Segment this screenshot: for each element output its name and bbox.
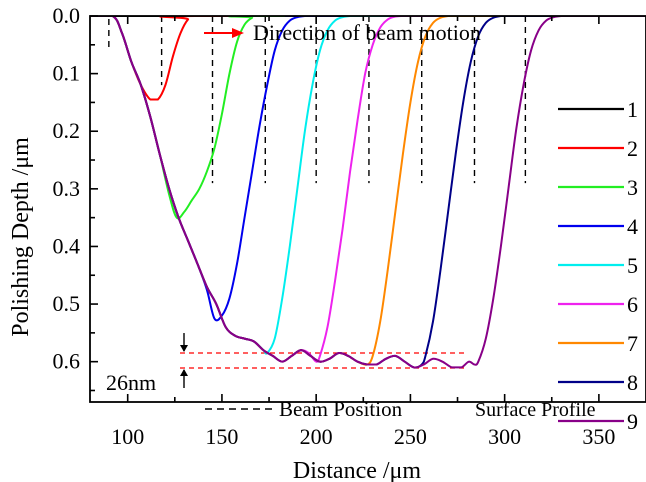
- y-tick-label: 0.1: [53, 61, 81, 86]
- series-line-9: [90, 16, 646, 369]
- x-ticks: 100 150 200 250 300 350: [111, 16, 615, 449]
- legend: 1 2 3 4 5 6 7 8 9: [558, 97, 638, 434]
- legend-label-5: 5: [627, 253, 638, 278]
- x-tick-label: 100: [111, 424, 144, 449]
- legend-label-3: 3: [627, 175, 638, 200]
- depth-difference-arrows: [180, 333, 188, 389]
- y-axis-label: Polishing Depth /μm: [8, 137, 34, 337]
- x-tick-label: 200: [300, 424, 333, 449]
- legend-label-9: 9: [627, 409, 638, 434]
- x-tick-label: 350: [582, 424, 615, 449]
- y-tick-label: 0.3: [53, 176, 81, 201]
- series-line-6: [90, 16, 646, 363]
- legend-label-6: 6: [627, 292, 638, 317]
- beam-position-label: Beam Position: [279, 397, 403, 421]
- depth-arrow-upper-head: [180, 345, 188, 353]
- series-line-7: [90, 16, 646, 366]
- legend-label-2: 2: [627, 136, 638, 161]
- y-tick-label: 0.4: [53, 233, 81, 258]
- legend-label-7: 7: [627, 331, 638, 356]
- beam-position-lines: [108, 16, 527, 184]
- y-tick-label: 0.6: [53, 349, 81, 374]
- x-tick-label: 250: [394, 424, 427, 449]
- depth-difference-label: 26nm: [106, 370, 156, 395]
- x-tick-label: 300: [488, 424, 521, 449]
- y-tick-label: 0.2: [53, 118, 81, 143]
- legend-label-1: 1: [627, 97, 638, 122]
- y-ticks: 0.0 0.1 0.2 0.3 0.4 0.5 0.6: [53, 3, 98, 392]
- series-lines: [90, 16, 646, 369]
- y-tick-label: 0.5: [53, 291, 81, 316]
- plot-frame: [89, 15, 646, 403]
- direction-arrow-head-icon: [232, 28, 244, 38]
- x-tick-label: 150: [205, 424, 238, 449]
- legend-label-8: 8: [627, 370, 638, 395]
- depth-arrow-lower-head: [180, 369, 188, 377]
- series-line-8: [90, 16, 646, 369]
- direction-text: Direction of beam motion: [253, 20, 481, 45]
- y-tick-label: 0.0: [53, 3, 81, 28]
- legend-title: Surface Profile: [475, 399, 596, 421]
- legend-label-4: 4: [627, 214, 638, 239]
- x-axis-label: Distance /μm: [293, 458, 422, 482]
